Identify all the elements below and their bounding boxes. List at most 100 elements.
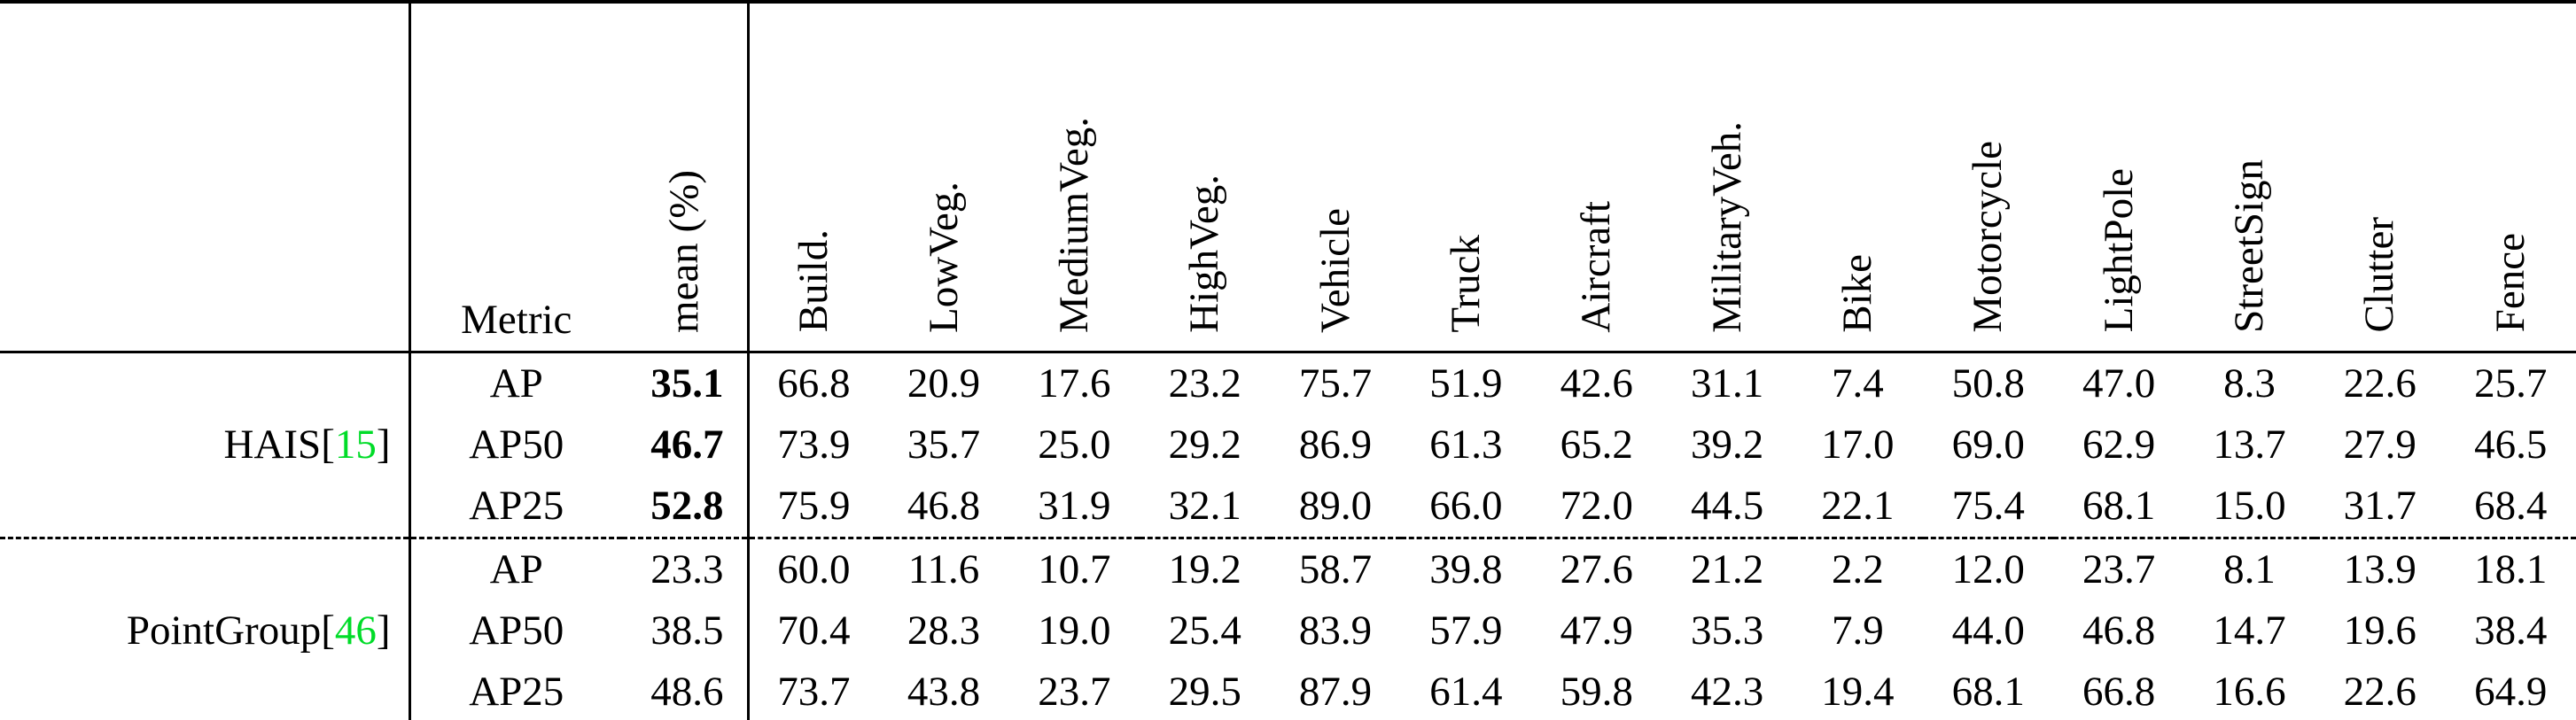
corner-cell: [0, 2, 409, 353]
category-header-bike: Bike: [1792, 2, 1924, 353]
hais-ap-row: HAIS[15] AP 35.1 66.8 20.9 17.6 23.2 75.…: [0, 352, 2576, 466]
score-cell: 23.7: [2053, 537, 2184, 600]
score-cell: 16.6: [2213, 669, 2286, 715]
score-cell: 2.2: [1792, 537, 1924, 600]
mean-header-label: mean (%): [660, 169, 707, 333]
score-cell: 46.5: [2474, 422, 2548, 468]
score-cell: 19.6: [2343, 608, 2416, 654]
category-header-truck: Truck: [1400, 2, 1532, 353]
score-cell: 64.9: [2474, 669, 2548, 715]
score-cell: 32.1: [1168, 483, 1241, 529]
score-cell: 31.7: [2343, 483, 2416, 529]
score-cell: 28.3: [907, 608, 981, 654]
mean-cell: 52.8: [650, 483, 724, 529]
score-cell: 19.4: [1821, 669, 1895, 715]
score-cell: 62.9: [2082, 422, 2156, 468]
category-header-aircraft: Aircraft: [1531, 2, 1662, 353]
score-cell: 50.8: [1951, 360, 2025, 406]
score-cell: 19.0: [1038, 608, 1111, 654]
score-cell: 83.9: [1298, 608, 1373, 654]
category-header-militaryveh: MilitaryVeh.: [1662, 2, 1793, 353]
mean-cell: 46.7: [650, 422, 724, 468]
score-cell: 8.3: [2223, 360, 2276, 406]
category-header-streetsign: StreetSign: [2183, 2, 2315, 353]
score-cell: 25.4: [1168, 608, 1241, 654]
score-cell: 8.1: [2183, 537, 2315, 600]
score-cell: 39.8: [1400, 537, 1532, 600]
score-cell: 23.7: [1038, 669, 1111, 715]
score-cell: 87.9: [1298, 669, 1373, 715]
score-cell: 13.7: [2213, 422, 2286, 468]
method-label-hais: HAIS[15]: [223, 422, 391, 468]
score-cell: 59.8: [1560, 669, 1633, 715]
metric-cell: AP25: [408, 476, 622, 538]
score-cell: 75.9: [746, 476, 879, 538]
score-cell: 42.6: [1560, 360, 1633, 406]
score-cell: 35.3: [1690, 608, 1764, 654]
score-cell: 73.9: [746, 414, 879, 476]
score-cell: 11.6: [878, 537, 1009, 600]
score-cell: 69.0: [1951, 422, 2025, 468]
category-header-clutter: Clutter: [2315, 2, 2446, 353]
citation-link-46[interactable]: 46: [334, 608, 377, 654]
score-cell: 73.7: [746, 662, 879, 720]
score-cell: 17.6: [1038, 360, 1111, 406]
score-cell: 47.9: [1560, 608, 1633, 654]
score-cell: 7.9: [1832, 608, 1884, 654]
score-cell: 68.4: [2474, 483, 2548, 529]
score-cell: 27.6: [1531, 537, 1662, 600]
score-cell: 66.8: [746, 352, 879, 414]
category-header-vehicle: Vehicle: [1270, 2, 1401, 353]
score-cell: 70.4: [746, 600, 879, 662]
score-cell: 89.0: [1298, 483, 1373, 529]
pointgroup-ap-row: PointGroup[46] AP 23.3 60.0 11.6 10.7 19…: [0, 537, 2576, 720]
score-cell: 51.9: [1429, 360, 1503, 406]
score-cell: 23.2: [1168, 360, 1241, 406]
score-cell: 25.0: [1038, 422, 1111, 468]
score-cell: 12.0: [1923, 537, 2054, 600]
score-cell: 47.0: [2082, 360, 2156, 406]
category-header-motorcycle: Motorcycle: [1923, 2, 2054, 353]
method-label-pointgroup: PointGroup[46]: [0, 537, 409, 720]
mean-cell: 48.6: [650, 669, 724, 715]
category-header-fence: Fence: [2445, 2, 2576, 353]
header-row: Metric mean (%) Build. LowVeg. MediumVeg…: [0, 2, 2576, 353]
mean-column-header: mean (%): [622, 2, 748, 353]
metric-cell: AP25: [408, 662, 622, 720]
metric-cell: AP50: [408, 600, 622, 662]
metric-cell: AP: [408, 537, 622, 600]
hais-ap50-row: AP50 46.7 73.9 35.7 25.0 29.2 86.9 61.3 …: [0, 414, 2576, 476]
score-cell: 31.1: [1690, 360, 1764, 406]
score-cell: 46.8: [907, 483, 981, 529]
score-cell: 44.0: [1951, 608, 2025, 654]
score-cell: 60.0: [746, 537, 879, 600]
score-cell: 22.6: [2343, 360, 2416, 406]
score-cell: 19.2: [1140, 537, 1271, 600]
hais-ap25-row: AP25 52.8 75.9 46.8 31.9 32.1 89.0 66.0 …: [0, 476, 2576, 538]
score-cell: 58.7: [1270, 537, 1401, 600]
score-cell: 13.9: [2315, 537, 2446, 600]
category-header-lightpole: LightPole: [2053, 2, 2184, 353]
score-cell: 14.7: [2213, 608, 2286, 654]
score-cell: 39.2: [1690, 422, 1764, 468]
score-cell: 43.8: [907, 669, 981, 715]
score-cell: 72.0: [1560, 483, 1633, 529]
score-cell: 29.2: [1168, 422, 1241, 468]
score-cell: 21.2: [1662, 537, 1793, 600]
score-cell: 66.0: [1429, 483, 1503, 529]
score-cell: 25.7: [2474, 360, 2548, 406]
score-cell: 68.1: [1951, 669, 2025, 715]
pointgroup-ap25-row: AP25 48.6 73.7 43.8 23.7 29.5 87.9 61.4 …: [0, 662, 2576, 720]
score-cell: 42.3: [1690, 669, 1764, 715]
metric-column-header: Metric: [408, 2, 622, 353]
citation-link-15[interactable]: 15: [334, 422, 377, 468]
score-cell: 27.9: [2343, 422, 2416, 468]
score-cell: 66.8: [2082, 669, 2156, 715]
score-cell: 44.5: [1690, 483, 1764, 529]
category-header-highveg: HighVeg.: [1140, 2, 1271, 353]
score-cell: 18.1: [2445, 537, 2576, 600]
score-cell: 15.0: [2213, 483, 2286, 529]
score-cell: 38.4: [2474, 608, 2548, 654]
score-cell: 31.9: [1038, 483, 1111, 529]
